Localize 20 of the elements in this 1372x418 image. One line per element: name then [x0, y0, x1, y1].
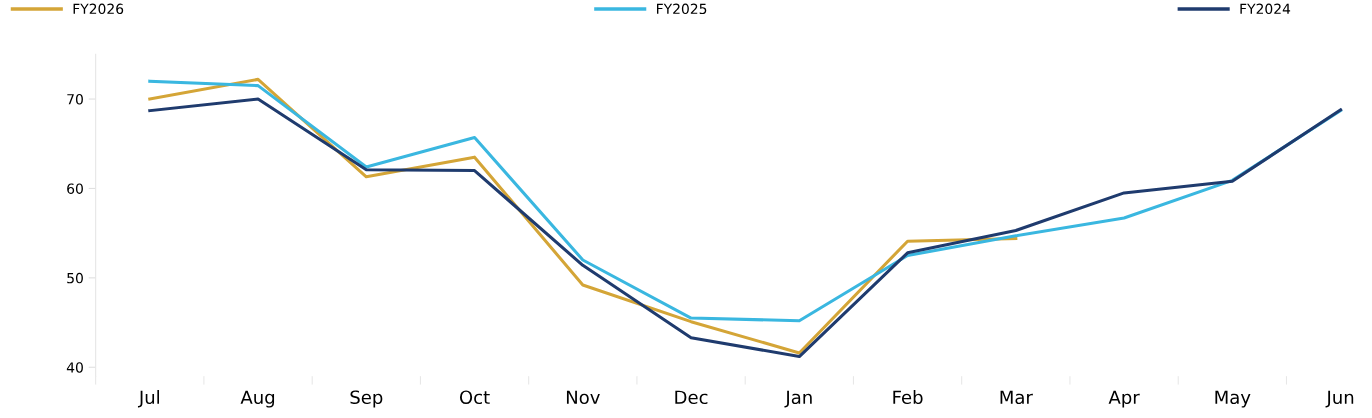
y-tick-label: 60: [67, 183, 83, 194]
legend-label: FY2024: [1240, 3, 1291, 15]
line-series: [148, 97, 1343, 359]
y-tick-label: 40: [66, 362, 83, 373]
legend-label: FY2025: [657, 3, 707, 15]
y-tick-label: 70: [67, 94, 83, 105]
x-tick-label: Dec: [675, 390, 708, 405]
x-tick-label: Mar: [1000, 390, 1033, 405]
x-tick-label: Jan: [784, 390, 812, 408]
y-tick-label: 50: [67, 272, 83, 284]
x-tick-label: Oct: [459, 390, 490, 405]
x-tick-label: Feb: [893, 390, 923, 405]
x-tick-label: May: [1215, 390, 1251, 408]
x-tick-label: Jun: [1325, 390, 1354, 408]
x-tick-label: Sep: [350, 390, 383, 408]
x-tick-label: Jul: [137, 390, 159, 408]
legend-label: FY2026: [73, 3, 124, 15]
x-tick-label: Apr: [1108, 390, 1140, 408]
x-tick-label: Aug: [240, 390, 275, 408]
x-tick-label: Nov: [566, 390, 600, 405]
